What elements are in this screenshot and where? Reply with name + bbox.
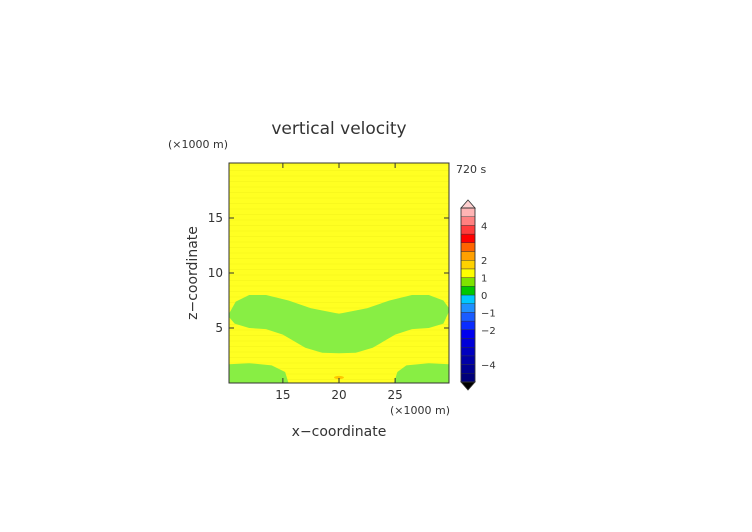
y-tick-label: 10 [208,266,223,280]
y-tick-label: 15 [208,211,223,225]
colorbar-segment [460,216,476,226]
colorbar-segment [460,242,476,252]
colorbar-segment [460,364,476,374]
colorbar-frame [460,207,476,383]
near-surface-right-lobe [394,363,449,383]
surface-orange-spot [334,375,344,380]
time-label: 720 s [456,163,486,176]
colorbar-tick-label: −4 [481,361,496,372]
colorbar-segment [460,303,476,313]
colorbar: 4 2 1 0 −1 −2 −4 [460,199,496,391]
x-tick-label: 20 [331,388,346,402]
colorbar-segment [460,260,476,270]
x-unit-label: (×1000 m) [390,404,450,417]
colorbar-tick-label: 2 [481,256,487,267]
y-ticks: 5 10 15 [208,211,449,335]
colorbar-under-triangle [460,381,476,391]
colorbar-tick-label: 4 [481,221,487,232]
colorbar-segment [460,207,476,217]
colorbar-segment [460,320,476,331]
colorbar-segment [460,233,476,244]
colorbar-segment [460,338,476,348]
y-axis-label: z−coordinate [185,226,201,320]
y-unit-label: (×1000 m) [168,138,228,151]
colorbar-segment [460,312,476,322]
y-tick-label: 5 [215,321,223,335]
colorbar-segment [460,225,476,235]
colorbar-tick-label: −2 [481,326,496,337]
colorbar-segment [460,373,476,383]
chart-title: vertical velocity [271,119,406,139]
colorbar-segment [460,268,476,278]
colorbar-segment [460,294,476,304]
colorbar-segment [460,347,476,357]
colorbar-segment [460,329,476,339]
colorbar-segment [460,277,476,287]
colorbar-segment [460,355,476,365]
plot-field [229,163,449,383]
x-tick-label: 25 [387,388,402,402]
plot-frame [228,162,450,384]
x-axis-label: x−coordinate [292,424,387,440]
colorbar-segment [460,251,476,261]
x-tick-label: 15 [275,388,290,402]
colorbar-tick-label: 0 [481,291,487,302]
mid-level-band [229,295,449,354]
near-surface-left-lobe [229,363,289,383]
colorbar-over-triangle [460,199,476,209]
colorbar-tick-label: 1 [481,274,487,285]
colorbar-segment [460,286,476,296]
colorbar-tick-label: −1 [481,308,496,319]
x-ticks: 15 20 25 [275,163,403,402]
